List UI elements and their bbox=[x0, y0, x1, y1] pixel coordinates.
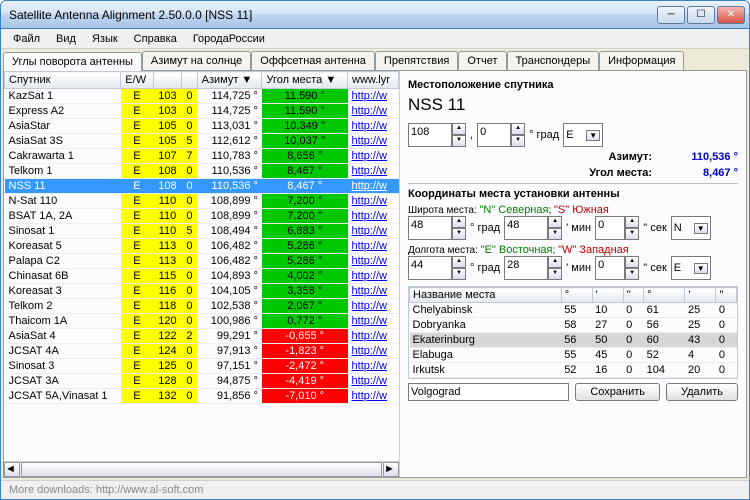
satellite-table[interactable]: СпутникE/W Азимут ▼Угол места ▼www.lyr Ka… bbox=[4, 71, 399, 461]
lat-note: Широта места: "N" Северная; "S" Южная bbox=[408, 204, 738, 216]
sat-ew-combo[interactable]: E▼ bbox=[563, 123, 603, 147]
minimize-button[interactable]: ─ bbox=[657, 6, 685, 24]
location-title: Местоположение спутника bbox=[408, 79, 738, 91]
place-row[interactable]: Elabuga554505240 bbox=[410, 348, 737, 363]
place-row[interactable]: Dobryanka5827056250 bbox=[410, 318, 737, 333]
table-row[interactable]: Koreasat 3E1160 104,105 °3,358 °http://w bbox=[5, 284, 399, 299]
col-header[interactable] bbox=[182, 72, 197, 89]
city-input[interactable] bbox=[408, 383, 569, 401]
menu-item[interactable]: ГородаРоссии bbox=[185, 31, 273, 47]
elevation-value: 8,467 ° bbox=[668, 167, 738, 179]
lat-hem-combo[interactable]: N▼ bbox=[671, 216, 711, 240]
menubar: ФайлВидЯзыкСправкаГородаРоссии bbox=[1, 29, 749, 49]
right-pane: Местоположение спутника NSS 11 108▲▼ , 0… bbox=[400, 71, 746, 477]
col-header[interactable]: Угол места ▼ bbox=[262, 72, 348, 89]
table-row[interactable]: AsiaStarE1050 113,031 °10,349 °http://w bbox=[5, 119, 399, 134]
table-row[interactable]: Express A2E1030 114,725 °11,590 °http://… bbox=[5, 104, 399, 119]
col-header[interactable]: E/W bbox=[121, 72, 153, 89]
sat-deg-input[interactable]: 108▲▼ bbox=[408, 123, 466, 147]
col-header[interactable]: Спутник bbox=[5, 72, 121, 89]
azimuth-label: Азимут: bbox=[609, 151, 652, 163]
tab[interactable]: Отчет bbox=[458, 51, 506, 70]
menu-item[interactable]: Язык bbox=[84, 31, 126, 47]
table-row[interactable]: KazSat 1E1030 114,725 °11,590 °http://w bbox=[5, 89, 399, 104]
h-scrollbar[interactable]: ◄► bbox=[4, 461, 399, 477]
elevation-label: Угол места: bbox=[589, 167, 652, 179]
table-row[interactable]: Palapa C2E1130 106,482 °5,286 °http://w bbox=[5, 254, 399, 269]
lon-note: Долгота места: "E" Восточная; "W" Западн… bbox=[408, 244, 738, 256]
tab[interactable]: Углы поворота антенны bbox=[3, 52, 142, 71]
table-row[interactable]: Thaicom 1AE1200 100,986 °0,772 °http://w bbox=[5, 314, 399, 329]
table-row[interactable]: NSS 11E1080 110,536 °8,467 °http://w bbox=[5, 179, 399, 194]
lon-min-input[interactable]: 28▲▼ bbox=[504, 256, 562, 280]
tab[interactable]: Азимут на солнце bbox=[142, 51, 251, 70]
lat-sec-input[interactable]: 0▲▼ bbox=[595, 216, 639, 240]
col-header[interactable]: www.lyr bbox=[348, 72, 399, 89]
azimuth-value: 110,536 ° bbox=[668, 151, 738, 163]
menu-item[interactable]: Справка bbox=[126, 31, 185, 47]
menu-item[interactable]: Вид bbox=[48, 31, 84, 47]
menu-item[interactable]: Файл bbox=[5, 31, 48, 47]
statusbar: More downloads: http://www.al-soft.com bbox=[1, 480, 749, 499]
sat-min-input[interactable]: 0▲▼ bbox=[477, 123, 525, 147]
content: СпутникE/W Азимут ▼Угол места ▼www.lyr Ka… bbox=[3, 70, 747, 478]
tabstrip: Углы поворота антенныАзимут на солнцеОфф… bbox=[1, 49, 749, 70]
table-row[interactable]: Cakrawarta 1E1077 110,783 °8,656 °http:/… bbox=[5, 149, 399, 164]
table-row[interactable]: Sinosat 3E1250 97,151 °-2,472 °http://w bbox=[5, 359, 399, 374]
table-row[interactable]: JCSAT 4AE1240 97,913 °-1,823 °http://w bbox=[5, 344, 399, 359]
col-header[interactable] bbox=[153, 72, 182, 89]
table-row[interactable]: AsiaSat 4E1222 99,291 °-0,655 °http://w bbox=[5, 329, 399, 344]
window-title: Satellite Antenna Alignment 2.50.0.0 [NS… bbox=[9, 8, 655, 22]
lon-deg-input[interactable]: 44▲▼ bbox=[408, 256, 466, 280]
lon-sec-input[interactable]: 0▲▼ bbox=[595, 256, 639, 280]
place-row[interactable]: Ekaterinburg5650060430 bbox=[410, 333, 737, 348]
place-row[interactable]: Irkutsk52160104200 bbox=[410, 363, 737, 378]
satellite-name: NSS 11 bbox=[408, 95, 738, 115]
places-table[interactable]: Название места°'''°'''Chelyabinsk5510061… bbox=[408, 286, 738, 379]
lat-min-input[interactable]: 48▲▼ bbox=[504, 216, 562, 240]
titlebar: Satellite Antenna Alignment 2.50.0.0 [NS… bbox=[1, 1, 749, 29]
left-pane: СпутникE/W Азимут ▼Угол места ▼www.lyr Ka… bbox=[4, 71, 400, 477]
table-row[interactable]: N-Sat 110E1100 108,899 °7,200 °http://w bbox=[5, 194, 399, 209]
table-row[interactable]: Telkom 2E1180 102,538 °2,067 °http://w bbox=[5, 299, 399, 314]
col-header[interactable]: Азимут ▼ bbox=[197, 72, 262, 89]
table-row[interactable]: AsiaSat 3SE1055 112,612 °10,037 °http://… bbox=[5, 134, 399, 149]
app-window: Satellite Antenna Alignment 2.50.0.0 [NS… bbox=[0, 0, 750, 500]
save-button[interactable]: Сохранить bbox=[575, 383, 660, 401]
table-row[interactable]: Telkom 1E1080 110,536 °8,467 °http://w bbox=[5, 164, 399, 179]
delete-button[interactable]: Удалить bbox=[666, 383, 738, 401]
table-row[interactable]: Sinosat 1E1105 108,494 °6,883 °http://w bbox=[5, 224, 399, 239]
table-row[interactable]: JCSAT 3AE1280 94,875 °-4,419 °http://w bbox=[5, 374, 399, 389]
close-button[interactable]: ✕ bbox=[717, 6, 745, 24]
place-row[interactable]: Chelyabinsk5510061250 bbox=[410, 303, 737, 318]
tab[interactable]: Информация bbox=[599, 51, 684, 70]
tab[interactable]: Оффсетная антенна bbox=[251, 51, 375, 70]
table-row[interactable]: Koreasat 5E1130 106,482 °5,286 °http://w bbox=[5, 239, 399, 254]
coords-title: Координаты места установки антенны bbox=[408, 188, 738, 200]
maximize-button[interactable]: ☐ bbox=[687, 6, 715, 24]
tab[interactable]: Препятствия bbox=[375, 51, 458, 70]
tab[interactable]: Транспондеры bbox=[507, 51, 600, 70]
lat-deg-input[interactable]: 48▲▼ bbox=[408, 216, 466, 240]
table-row[interactable]: Chinasat 6BE1150 104,893 °4,002 °http://… bbox=[5, 269, 399, 284]
table-row[interactable]: JCSAT 5A,Vinasat 1E1320 91,856 °-7,010 °… bbox=[5, 389, 399, 404]
table-row[interactable]: BSAT 1A, 2AE1100 108,899 °7,200 °http://… bbox=[5, 209, 399, 224]
lon-hem-combo[interactable]: E▼ bbox=[671, 256, 711, 280]
